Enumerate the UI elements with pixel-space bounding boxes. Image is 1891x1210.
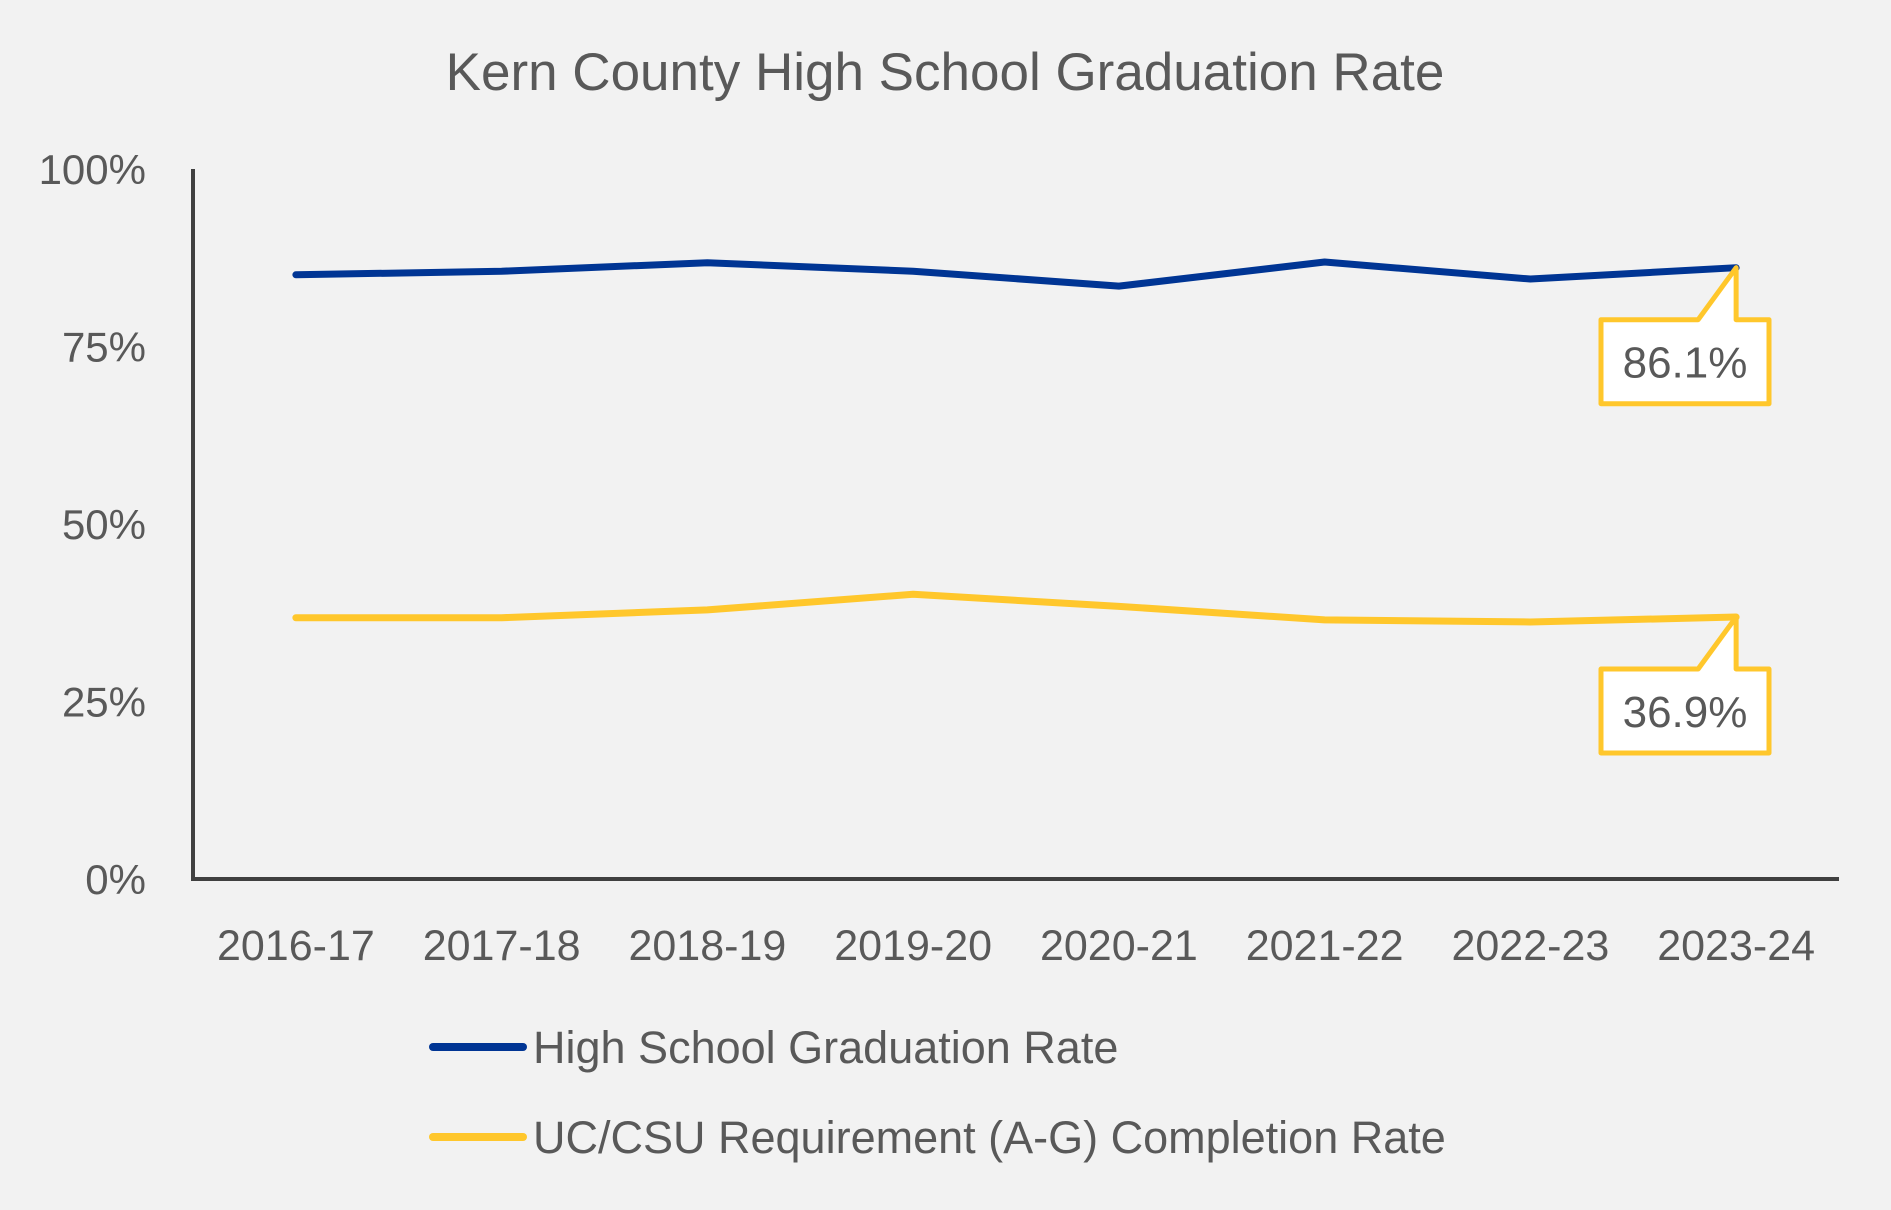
legend-label: UC/CSU Requirement (A-G) Completion Rate	[533, 1112, 1446, 1163]
x-tick-label: 2022-23	[1451, 922, 1609, 970]
x-tick-label: 2021-22	[1246, 922, 1404, 970]
y-tick-label: 75%	[62, 324, 146, 371]
data-label: 86.1%	[1623, 339, 1748, 388]
x-tick-label: 2020-21	[1040, 922, 1198, 970]
x-tick-label: 2018-19	[628, 922, 786, 970]
x-tick-label: 2017-18	[423, 922, 581, 970]
chart-title: Kern County High School Graduation Rate	[446, 43, 1445, 102]
series-line-1	[296, 594, 1736, 622]
y-tick-label: 25%	[62, 679, 146, 726]
x-tick-label: 2019-20	[834, 922, 992, 970]
y-tick-label: 50%	[62, 501, 146, 548]
data-label: 36.9%	[1623, 688, 1748, 737]
legend-label: High School Graduation Rate	[533, 1022, 1118, 1073]
y-tick-label: 100%	[39, 146, 146, 193]
x-tick-label: 2016-17	[217, 922, 375, 970]
y-tick-label: 0%	[85, 856, 146, 903]
series-line-0	[296, 262, 1736, 286]
x-tick-label: 2023-24	[1657, 922, 1815, 970]
